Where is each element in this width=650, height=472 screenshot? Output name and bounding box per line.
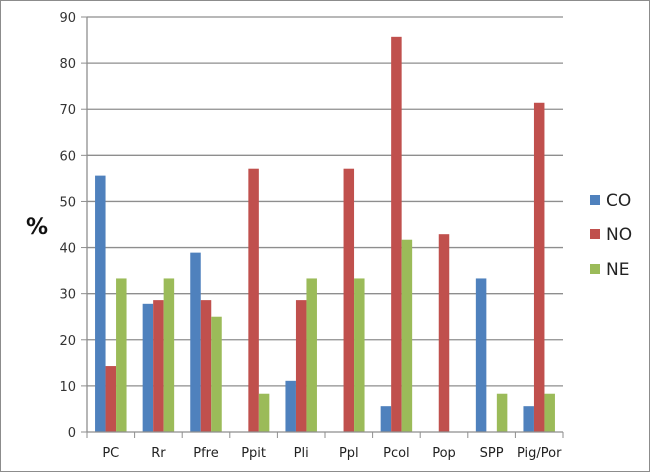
y-tick-label: 50 [59,195,76,210]
bar-co [95,175,106,432]
bar-ne [544,393,555,432]
x-tick-label: Pig/Por [517,446,562,461]
x-tick-label: Pli [294,446,309,461]
bar-ne [116,278,127,432]
legend-label-co: CO [606,191,631,211]
x-tick-label: PC [102,446,119,461]
bar-no [153,300,164,432]
x-tick-label: Ppit [241,446,266,461]
y-tick-label: 40 [59,242,76,257]
y-axis: 0 10 20 30 40 50 60 70 80 90 [59,11,88,441]
bar-no [248,168,259,432]
x-tick-label: Pop [432,446,456,461]
bar-co [475,278,487,432]
legend-swatch-ne [590,264,600,274]
y-tick-label: 80 [59,57,76,72]
x-tick-label: Rr [151,446,166,461]
bar-ne [401,239,413,432]
y-tick-label: 70 [59,103,76,118]
bar-ne [163,278,175,432]
y-tick-label: 0 [68,426,76,441]
bar-ne [496,393,508,432]
y-tick-label: 10 [59,380,76,395]
bar-co [523,406,534,432]
legend-label-ne: NE [606,260,629,280]
legend: CO NO NE [590,191,632,280]
bar-ne [306,278,317,432]
bar-ne [211,316,222,432]
bar-co [190,252,201,432]
bar-no [105,366,117,432]
y-tick-label: 20 [59,334,76,349]
bar-no [295,300,307,432]
bar-no [438,234,450,432]
x-tick-label: SPP [480,446,504,461]
legend-swatch-co [590,195,600,205]
bar-co [380,406,392,432]
bar-no [343,168,355,432]
y-tick-label: 60 [59,149,76,164]
bar-no [200,300,212,432]
bar-ne [354,278,365,432]
bar-co [142,303,154,432]
y-axis-label: % [26,215,48,240]
y-tick-label: 90 [59,11,76,26]
bars [95,36,555,433]
y-tick-label: 30 [59,288,76,303]
legend-label-no: NO [606,225,632,245]
x-tick-label: Pcol [383,446,410,461]
x-axis: PC Rr Pfre Ppit Pli Ppl Pcol Pop SPP Pig/Por [86,431,564,461]
bar-ne [258,393,270,432]
x-tick-label: Ppl [339,446,359,461]
legend-swatch-no [590,229,600,239]
bar-no [391,36,402,432]
bar-co [285,380,296,432]
bar-no [533,102,545,433]
x-tick-label: Pfre [193,446,218,461]
